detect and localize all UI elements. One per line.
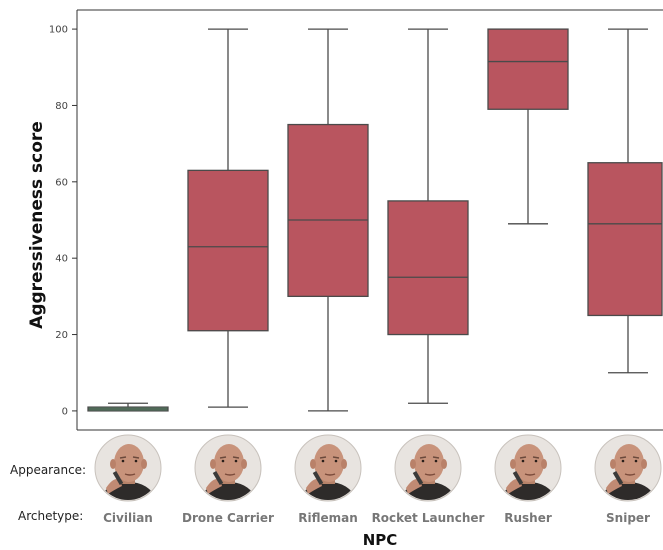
- npc-portrait: [494, 434, 562, 502]
- portrait-brows: [119, 456, 140, 459]
- boxes: Civilian Drone Carrier Rifleman Rocket Laun…: [87, 28, 663, 525]
- iqr-box: [487, 28, 569, 110]
- portrait-ear: [341, 459, 347, 469]
- portrait-ear: [141, 459, 147, 469]
- portrait-ear: [241, 459, 247, 469]
- portrait-eye: [534, 459, 538, 463]
- portrait-device: [512, 470, 524, 486]
- portrait-mouth: [624, 473, 636, 476]
- npc-portrait: [94, 434, 162, 502]
- portrait-eye: [421, 459, 425, 463]
- portrait-brows: [619, 456, 640, 459]
- portrait-brows: [519, 456, 540, 459]
- portrait-head: [414, 444, 444, 482]
- portrait-brows: [419, 456, 440, 459]
- portrait-eye: [134, 459, 138, 463]
- portrait-content: [498, 444, 558, 500]
- box-rocket-launcher: Rocket Launcher: [372, 28, 485, 525]
- y-tick-label: 40: [55, 254, 68, 265]
- portrait-device: [212, 470, 224, 486]
- portrait-ear: [610, 459, 616, 469]
- portrait-device: [612, 470, 624, 486]
- npc-portrait: [194, 434, 262, 502]
- iqr-box: [387, 200, 469, 336]
- y-tick-label: 100: [49, 25, 68, 36]
- portrait-hand: [506, 479, 522, 494]
- portrait-brows: [219, 456, 240, 459]
- portrait-head: [314, 444, 344, 482]
- y-axis-label: Aggressiveness score: [27, 121, 47, 329]
- box-rusher: Rusher: [487, 28, 569, 525]
- portrait-ear: [210, 459, 216, 469]
- box-civilian: Civilian: [87, 402, 169, 525]
- iqr-box: [187, 169, 269, 332]
- portrait-ear: [441, 459, 447, 469]
- portraits: [94, 434, 662, 502]
- portrait-hand: [106, 479, 122, 494]
- portrait-eye: [621, 459, 625, 463]
- portrait-mouth: [524, 473, 536, 476]
- category-label: Sniper: [606, 511, 650, 525]
- npc-portrait: [394, 434, 462, 502]
- portrait-ear: [310, 459, 316, 469]
- archetype-row-label: Archetype:: [18, 509, 83, 523]
- y-tick-label: 80: [55, 101, 68, 112]
- iqr-box: [587, 162, 663, 317]
- portrait-eye: [234, 459, 238, 463]
- category-label: Rocket Launcher: [372, 511, 485, 525]
- portrait-ear: [410, 459, 416, 469]
- category-label: Civilian: [103, 511, 153, 525]
- npc-portrait: [294, 434, 362, 502]
- portrait-ear: [641, 459, 647, 469]
- portrait-device: [412, 470, 424, 486]
- y-tick-label: 20: [55, 330, 68, 341]
- portrait-hand: [306, 479, 322, 494]
- box-rifleman: Rifleman: [287, 28, 369, 525]
- portrait-eye: [434, 459, 438, 463]
- portrait-ear: [110, 459, 116, 469]
- portrait-mouth: [324, 473, 336, 476]
- y-tick-label: 0: [62, 406, 68, 417]
- portrait-ear: [510, 459, 516, 469]
- portrait-eye: [334, 459, 338, 463]
- appearance-row-label: Appearance:: [10, 463, 86, 477]
- axes: 0 20 40 60 80 100: [49, 9, 663, 431]
- category-label: Rusher: [504, 511, 552, 525]
- portrait-eye: [221, 459, 225, 463]
- portrait-head: [514, 444, 544, 482]
- portrait-eye: [634, 459, 638, 463]
- portrait-eye: [521, 459, 525, 463]
- portrait-head: [214, 444, 244, 482]
- category-label: Rifleman: [298, 511, 358, 525]
- portrait-head: [614, 444, 644, 482]
- iqr-box: [287, 123, 369, 298]
- portrait-eye: [121, 459, 125, 463]
- portrait-brows: [319, 456, 340, 459]
- portrait-mouth: [424, 473, 436, 476]
- portrait-mouth: [124, 473, 136, 476]
- category-label: Drone Carrier: [182, 511, 274, 525]
- portrait-hand: [206, 479, 222, 494]
- y-tick-label: 60: [55, 177, 68, 188]
- portrait-head: [114, 444, 144, 482]
- portrait-hand: [406, 479, 422, 494]
- portrait-mouth: [224, 473, 236, 476]
- x-axis-label: NPC: [363, 531, 398, 549]
- box-drone-carrier: Drone Carrier: [182, 28, 274, 525]
- box-sniper: Sniper: [587, 28, 663, 525]
- portrait-device: [112, 470, 124, 486]
- npc-portrait: [594, 434, 662, 502]
- portrait-device: [312, 470, 324, 486]
- portrait-hand: [606, 479, 622, 494]
- portrait-ear: [541, 459, 547, 469]
- portrait-eye: [321, 459, 325, 463]
